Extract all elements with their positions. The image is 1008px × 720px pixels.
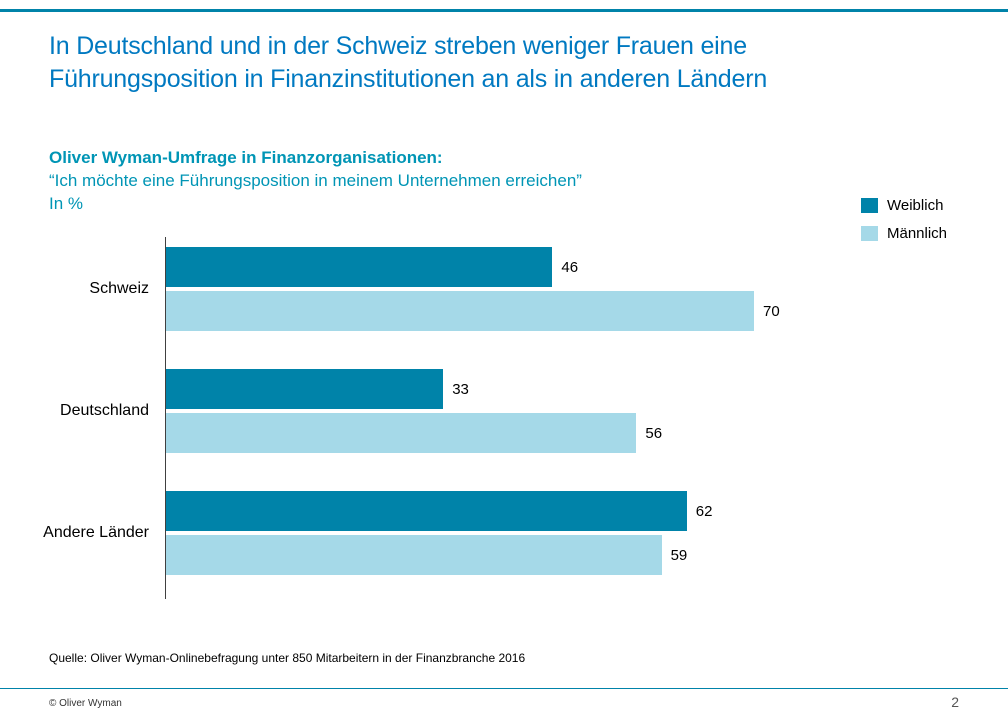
survey-kicker: Oliver Wyman-Umfrage in Finanzorganisati…: [49, 148, 443, 167]
category-label: Andere Länder: [43, 524, 149, 541]
legend-swatch-maennlich: [861, 226, 878, 241]
bar-value: 62: [695, 502, 713, 520]
category-label: Deutschland: [60, 402, 149, 419]
bar-pair: 33 56: [166, 369, 662, 453]
page-title-line2: Führungsposition in Finanzinstitutionen …: [49, 65, 768, 93]
bar-weiblich: [166, 369, 444, 409]
bar-weiblich: [166, 247, 553, 287]
bar-row: 70: [166, 291, 780, 331]
bar-maennlich: [166, 413, 637, 453]
footer: © Oliver Wyman 2: [0, 688, 1008, 720]
legend-item-weiblich: Weiblich: [861, 197, 947, 214]
chart-rows: Schweiz 46 70 Deutschland 33 56 Andere Länder 6…: [0, 237, 1008, 575]
bar-value: 56: [645, 424, 663, 442]
bar-group: Andere Länder 62 59: [0, 491, 1008, 575]
source-note: Quelle: Oliver Wyman-Onlinebefragung unt…: [49, 651, 526, 665]
legend-swatch-weiblich: [861, 198, 878, 213]
bar-value: 70: [763, 302, 780, 320]
page-number: 2: [951, 694, 959, 710]
bar-maennlich: [166, 535, 662, 575]
legend-label-weiblich: Weiblich: [887, 197, 944, 214]
bar-pair: 46 70: [166, 247, 780, 331]
page-title-line1: In Deutschland und in der Schweiz strebe…: [49, 32, 747, 60]
survey-quote: “Ich möchte eine Führungsposition in mei…: [49, 171, 582, 190]
bar-value: 33: [452, 380, 469, 398]
legend-label-maennlich: Männlich: [887, 225, 948, 242]
category-label: Schweiz: [89, 280, 149, 297]
top-rule: [0, 9, 1008, 12]
legend-item-maennlich: Männlich: [861, 225, 947, 242]
unit-label: In %: [49, 194, 84, 213]
page-title: In Deutschland und in der Schweiz strebe…: [49, 30, 909, 96]
chart-subtitle: Oliver Wyman-Umfrage in Finanzorganisati…: [49, 146, 582, 215]
bar-chart: Schweiz 46 70 Deutschland 33 56 Andere Länder 6…: [0, 237, 1008, 599]
bar-row: 59: [166, 535, 712, 575]
bar-row: 46: [166, 247, 780, 287]
bar-row: 56: [166, 413, 662, 453]
bar-maennlich: [166, 291, 754, 331]
legend: Weiblich Männlich: [861, 197, 947, 253]
bar-row: 62: [166, 491, 712, 531]
bar-value: 46: [561, 258, 579, 276]
y-axis-line: [165, 237, 166, 599]
copyright: © Oliver Wyman: [49, 698, 122, 709]
bar-group: Deutschland 33 56: [0, 369, 1008, 453]
bar-group: Schweiz 46 70: [0, 247, 1008, 331]
bar-pair: 62 59: [166, 491, 712, 575]
bar-value: 59: [670, 546, 688, 564]
bar-weiblich: [166, 491, 687, 531]
bar-row: 33: [166, 369, 662, 409]
